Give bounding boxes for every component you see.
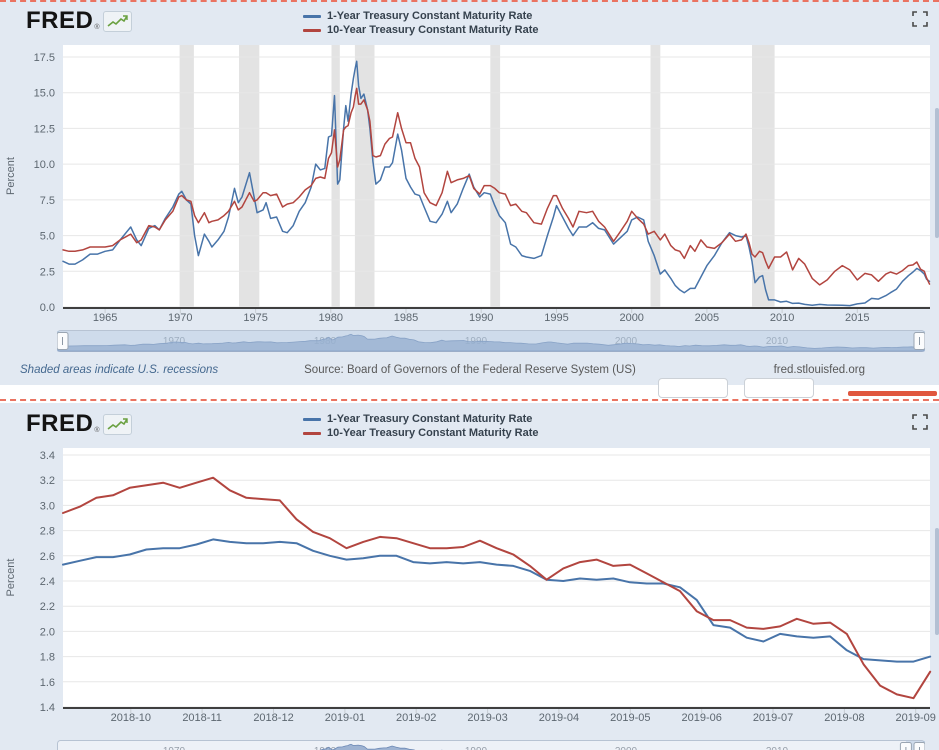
legend-item-10yr[interactable]: 10-Year Treasury Constant Maturity Rate — [303, 23, 539, 37]
svg-text:2000: 2000 — [619, 312, 643, 324]
svg-text:2019-08: 2019-08 — [824, 712, 864, 724]
svg-text:2010: 2010 — [766, 336, 789, 347]
fred-site-link[interactable]: fred.stlouisfed.org — [773, 364, 865, 376]
scrollbar-thumb[interactable] — [935, 108, 939, 238]
fullscreen-icon[interactable] — [912, 11, 928, 27]
fred-logo-sparkline-icon — [102, 413, 132, 435]
svg-text:2.6: 2.6 — [40, 551, 55, 563]
legend-item-1yr[interactable]: 1-Year Treasury Constant Maturity Rate — [303, 9, 539, 23]
chart-header: FRED ® 1-Year Treasury Constant Maturity … — [0, 0, 939, 45]
partial-orange-bar — [848, 391, 937, 396]
partial-button-outline[interactable] — [658, 378, 728, 398]
svg-text:2019-03: 2019-03 — [467, 712, 507, 724]
svg-text:1975: 1975 — [243, 312, 267, 324]
svg-text:2010: 2010 — [766, 746, 789, 750]
fred-logo-text: FRED — [26, 7, 94, 34]
legend-swatch-blue — [303, 14, 321, 18]
dashed-highlight-border — [0, 0, 939, 2]
svg-text:12.5: 12.5 — [34, 123, 55, 135]
svg-text:1965: 1965 — [93, 312, 117, 324]
legend-label: 10-Year Treasury Constant Maturity Rate — [327, 24, 539, 36]
chart-legend: 1-Year Treasury Constant Maturity Rate 1… — [303, 412, 539, 440]
svg-text:0.0: 0.0 — [40, 302, 55, 314]
svg-text:2.0: 2.0 — [40, 626, 55, 638]
svg-text:2019-04: 2019-04 — [539, 712, 579, 724]
page-gap — [0, 378, 939, 403]
chart-footer: Shaded areas indicate U.S. recessions So… — [0, 360, 939, 382]
svg-text:2010: 2010 — [770, 312, 794, 324]
svg-text:1.6: 1.6 — [40, 677, 55, 689]
svg-text:2019-06: 2019-06 — [682, 712, 722, 724]
svg-text:1980: 1980 — [319, 312, 343, 324]
svg-text:Percent: Percent — [5, 157, 17, 195]
svg-text:2019-05: 2019-05 — [610, 712, 650, 724]
svg-text:5.0: 5.0 — [40, 231, 55, 243]
fred-logo-sparkline-icon — [102, 10, 132, 32]
svg-text:1980: 1980 — [314, 746, 337, 750]
svg-text:2018-10: 2018-10 — [111, 712, 151, 724]
legend-swatch-red — [303, 28, 321, 32]
legend-swatch-red — [303, 431, 321, 435]
svg-text:2.4: 2.4 — [40, 576, 55, 588]
svg-text:2.2: 2.2 — [40, 601, 55, 613]
svg-text:Percent: Percent — [5, 559, 17, 597]
legend-item-1yr[interactable]: 1-Year Treasury Constant Maturity Rate — [303, 412, 539, 426]
svg-text:7.5: 7.5 — [40, 195, 55, 207]
svg-text:3.4: 3.4 — [40, 450, 55, 462]
svg-text:1995: 1995 — [544, 312, 568, 324]
chart-legend: 1-Year Treasury Constant Maturity Rate 1… — [303, 9, 539, 37]
svg-text:1.4: 1.4 — [40, 702, 55, 714]
source-text: Source: Board of Governors of the Federa… — [304, 364, 636, 376]
legend-swatch-blue — [303, 417, 321, 421]
partial-button-outline[interactable] — [744, 378, 814, 398]
range-navigator[interactable]: 19701980199020002010 — [57, 330, 925, 352]
dashed-highlight-border — [0, 399, 939, 401]
svg-text:3.2: 3.2 — [40, 475, 55, 487]
svg-text:2000: 2000 — [615, 336, 638, 347]
svg-text:1.8: 1.8 — [40, 652, 55, 664]
legend-label: 10-Year Treasury Constant Maturity Rate — [327, 427, 539, 439]
svg-text:1970: 1970 — [168, 312, 192, 324]
line-chart-one-year-window[interactable]: 1.4 1.6 1.8 2.0 2.2 2.4 2.6 2.8 3.0 3.2 3.4 2018-10… — [0, 403, 939, 733]
range-navigator[interactable]: 1970 1980 1990 2000 2010 — [57, 740, 925, 750]
svg-text:2.5: 2.5 — [40, 266, 55, 278]
svg-text:2018-12: 2018-12 — [253, 712, 293, 724]
svg-text:2015: 2015 — [845, 312, 869, 324]
svg-text:3.0: 3.0 — [40, 500, 55, 512]
svg-text:2019-01: 2019-01 — [325, 712, 365, 724]
recession-note-link[interactable]: Shaded areas indicate U.S. recessions — [20, 364, 219, 376]
svg-text:2019-09: 2019-09 — [896, 712, 936, 724]
legend-item-10yr[interactable]: 10-Year Treasury Constant Maturity Rate — [303, 426, 539, 440]
svg-text:2000: 2000 — [615, 746, 638, 750]
scrollbar-thumb[interactable] — [935, 528, 939, 635]
svg-text:1990: 1990 — [465, 746, 488, 750]
svg-text:1970: 1970 — [163, 336, 186, 347]
fred-embed-bottom: FRED ® 1-Year Treasury Constant Maturity … — [0, 403, 939, 750]
registered-mark: ® — [94, 24, 100, 31]
line-chart-full-history[interactable]: 0.0 2.5 5.0 7.5 10.0 12.5 15.0 17.5 1965 1970 1975… — [0, 0, 939, 330]
svg-text:17.5: 17.5 — [34, 52, 55, 64]
svg-text:15.0: 15.0 — [34, 88, 55, 100]
fullscreen-icon[interactable] — [912, 414, 928, 430]
fred-logo[interactable]: FRED ® — [26, 9, 132, 33]
svg-text:1970: 1970 — [163, 746, 186, 750]
legend-label: 1-Year Treasury Constant Maturity Rate — [327, 10, 533, 22]
svg-text:2.8: 2.8 — [40, 526, 55, 538]
registered-mark: ® — [94, 427, 100, 434]
svg-text:1990: 1990 — [469, 312, 493, 324]
fred-embed-top: FRED ® 1-Year Treasury Constant Maturity … — [0, 0, 939, 385]
fred-logo[interactable]: FRED ® — [26, 412, 132, 436]
legend-label: 1-Year Treasury Constant Maturity Rate — [327, 413, 533, 425]
svg-text:10.0: 10.0 — [34, 159, 55, 171]
fred-logo-text: FRED — [26, 410, 94, 437]
svg-text:2005: 2005 — [695, 312, 719, 324]
svg-text:2018-11: 2018-11 — [182, 712, 222, 724]
chart-header: FRED ® 1-Year Treasury Constant Maturity … — [0, 403, 939, 448]
svg-text:2019-07: 2019-07 — [753, 712, 793, 724]
svg-text:2019-02: 2019-02 — [396, 712, 436, 724]
svg-text:1985: 1985 — [394, 312, 418, 324]
